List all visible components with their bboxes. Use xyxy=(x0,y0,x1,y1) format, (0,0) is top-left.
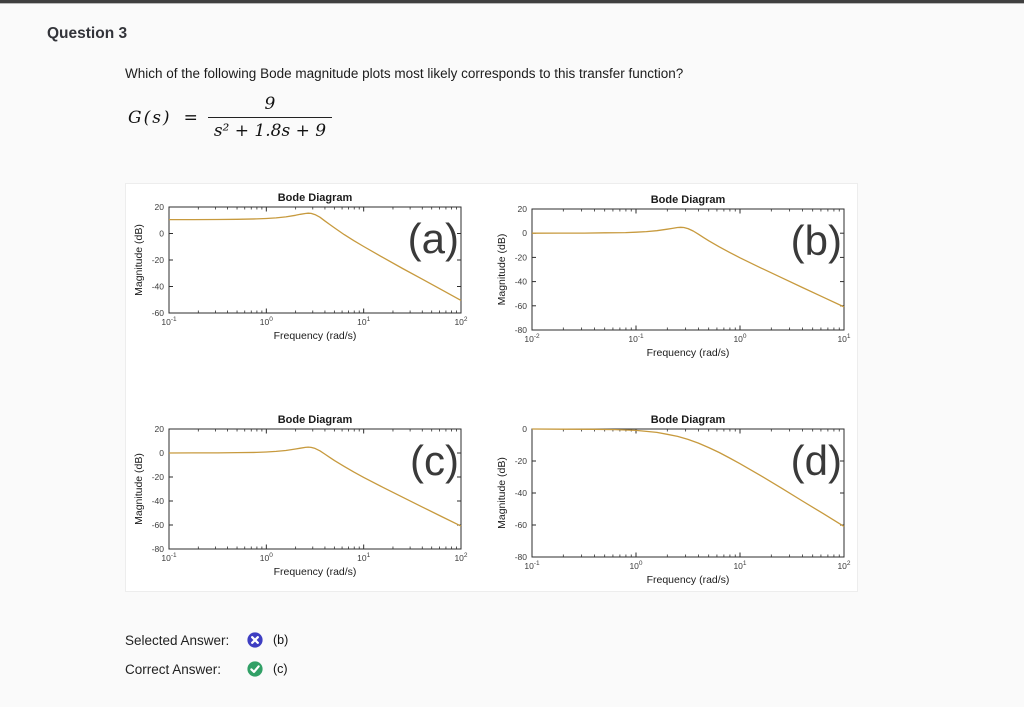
svg-text:102: 102 xyxy=(454,316,467,327)
correct-answer-label: Correct Answer: xyxy=(125,661,222,677)
svg-text:100: 100 xyxy=(733,333,746,344)
svg-text:-20: -20 xyxy=(515,252,528,262)
svg-text:-20: -20 xyxy=(152,255,165,265)
svg-text:Frequency (rad/s): Frequency (rad/s) xyxy=(274,566,357,578)
bode-plot-a: 20 0 -20 -40 -60 10-1 100 101 102 Bode Diagram Fre… xyxy=(131,189,471,347)
svg-text:20: 20 xyxy=(518,204,528,214)
svg-text:-20: -20 xyxy=(152,472,165,482)
bode-plots-panel: 20 0 -20 -40 -60 10-1 100 101 102 Bode Diagram Fre… xyxy=(125,183,858,592)
svg-text:100: 100 xyxy=(260,316,273,327)
svg-text:101: 101 xyxy=(357,552,370,563)
svg-text:102: 102 xyxy=(454,552,467,563)
svg-text:10-2: 10-2 xyxy=(524,333,540,344)
svg-text:0: 0 xyxy=(159,229,164,239)
top-border-bar xyxy=(0,0,1024,4)
svg-text:Bode Diagram: Bode Diagram xyxy=(278,192,353,204)
selected-answer-label: Selected Answer: xyxy=(125,632,230,648)
svg-text:-80: -80 xyxy=(152,544,165,554)
svg-text:10-1: 10-1 xyxy=(524,560,540,571)
svg-text:100: 100 xyxy=(629,560,642,571)
svg-text:Frequency (rad/s): Frequency (rad/s) xyxy=(647,347,730,359)
fraction-numerator: 9 xyxy=(264,94,276,114)
svg-text:-80: -80 xyxy=(515,325,528,335)
svg-text:-60: -60 xyxy=(515,301,528,311)
bode-plot-d: 0 -20 -40 -60 -80 10-1 100 101 102 Bode Diagram Fr… xyxy=(494,411,854,591)
svg-text:0: 0 xyxy=(522,424,527,434)
svg-text:Magnitude (dB): Magnitude (dB) xyxy=(496,457,508,529)
svg-text:-40: -40 xyxy=(152,282,165,292)
equation-lhs: G(s) xyxy=(128,107,172,128)
svg-text:-60: -60 xyxy=(152,308,165,318)
check-circle-icon xyxy=(247,661,263,677)
svg-text:Frequency (rad/s): Frequency (rad/s) xyxy=(274,330,357,342)
transfer-function-equation: G(s) = 9 s² + 1.8s + 9 xyxy=(128,94,333,141)
svg-text:-40: -40 xyxy=(515,488,528,498)
svg-text:(a): (a) xyxy=(408,215,459,262)
svg-text:20: 20 xyxy=(155,424,165,434)
svg-text:Frequency (rad/s): Frequency (rad/s) xyxy=(647,574,730,586)
svg-text:-20: -20 xyxy=(515,456,528,466)
svg-text:Bode Diagram: Bode Diagram xyxy=(651,414,726,426)
svg-text:Magnitude (dB): Magnitude (dB) xyxy=(133,224,145,296)
bode-plot-b: 20 0 -20 -40 -60 -80 10-2 10-1 100 101 Bode Diagra… xyxy=(494,191,854,364)
svg-text:100: 100 xyxy=(260,552,273,563)
equation-fraction: 9 s² + 1.8s + 9 xyxy=(207,94,333,141)
question-title: Question 3 xyxy=(47,25,128,42)
svg-text:10-1: 10-1 xyxy=(161,316,177,327)
svg-text:20: 20 xyxy=(155,202,165,212)
correct-answer-row: Correct Answer: (c) xyxy=(125,661,288,677)
svg-text:10-1: 10-1 xyxy=(628,333,644,344)
correct-answer-value: (c) xyxy=(273,662,288,676)
svg-text:101: 101 xyxy=(357,316,370,327)
svg-text:-40: -40 xyxy=(152,496,165,506)
svg-text:Bode Diagram: Bode Diagram xyxy=(651,194,726,206)
question-text: Which of the following Bode magnitude pl… xyxy=(125,66,684,81)
svg-text:Magnitude (dB): Magnitude (dB) xyxy=(496,234,508,306)
x-circle-icon xyxy=(247,632,263,648)
fraction-denominator: s² + 1.8s + 9 xyxy=(207,117,333,141)
svg-text:(d): (d) xyxy=(791,437,842,484)
svg-text:0: 0 xyxy=(159,448,164,458)
svg-text:-60: -60 xyxy=(515,520,528,530)
svg-text:0: 0 xyxy=(522,228,527,238)
svg-text:Magnitude (dB): Magnitude (dB) xyxy=(133,453,145,525)
svg-text:-60: -60 xyxy=(152,520,165,530)
svg-text:Bode Diagram: Bode Diagram xyxy=(278,414,353,426)
svg-text:(b): (b) xyxy=(791,217,842,264)
bode-plot-c: 20 0 -20 -40 -60 -80 10-1 100 101 102 Bode Diagram… xyxy=(131,411,471,583)
svg-text:101: 101 xyxy=(733,560,746,571)
answers-section: Selected Answer: (b) Correct Answer: (c) xyxy=(125,632,288,690)
svg-text:10-1: 10-1 xyxy=(161,552,177,563)
svg-text:102: 102 xyxy=(837,560,850,571)
selected-answer-value: (b) xyxy=(273,633,289,647)
equation-equals: = xyxy=(183,107,198,128)
svg-text:-40: -40 xyxy=(515,277,528,287)
svg-text:101: 101 xyxy=(837,333,850,344)
svg-text:(c): (c) xyxy=(410,437,459,484)
svg-text:-80: -80 xyxy=(515,552,528,562)
selected-answer-row: Selected Answer: (b) xyxy=(125,632,288,648)
